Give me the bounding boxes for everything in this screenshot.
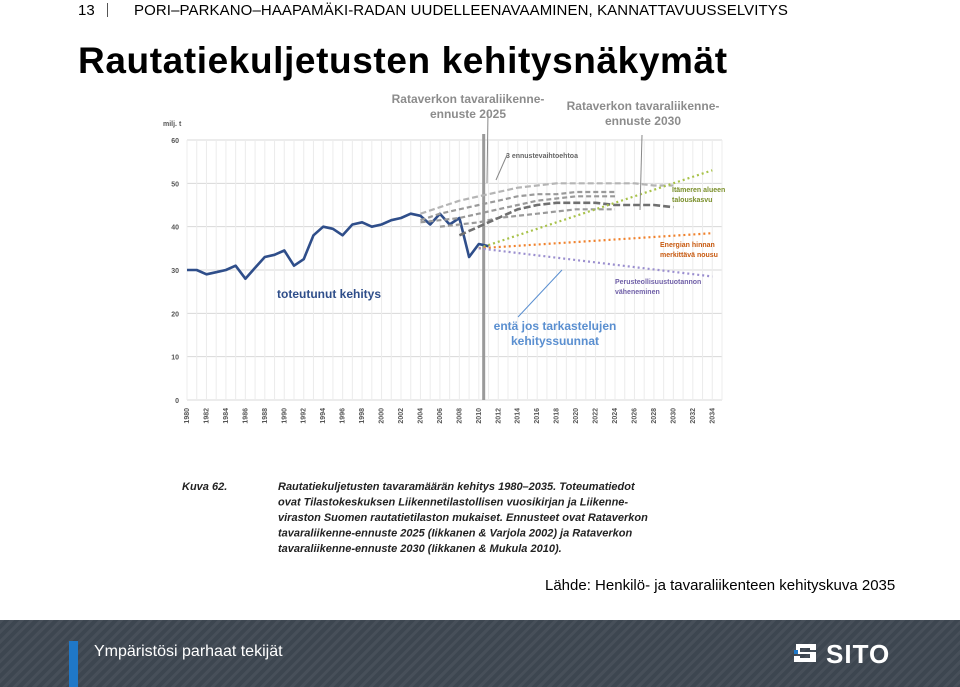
x-tick-label: 2018 (554, 408, 561, 424)
annotation-industry-decline: Perusteollisuustuotannon väheneminen (615, 279, 701, 296)
series-line-f2030_main (458, 201, 674, 237)
annotation-energy-price-line: Energian hinnan (660, 242, 715, 249)
x-tick-label: 2022 (593, 408, 600, 424)
footer-slogan: Ympäristösi parhaat tekijät (94, 643, 283, 660)
x-tick-label: 1998 (359, 408, 366, 424)
y-tick-label: 50 (171, 181, 179, 188)
x-tick-label: 1984 (223, 408, 230, 424)
x-tick-label: 2012 (495, 408, 502, 424)
y-tick-label: 10 (171, 355, 179, 362)
x-tick-label: 1988 (262, 408, 269, 424)
annotation-forecast-2025-line: ennuste 2025 (430, 107, 506, 121)
x-tick-label: 1996 (340, 408, 347, 424)
series-line-orange (478, 232, 713, 250)
x-tick-label: 2008 (456, 408, 463, 424)
annotation-continued-trend-line: entä jos tarkastelujen (494, 319, 617, 333)
x-tick-label: 1982 (203, 408, 210, 424)
header-divider (107, 3, 108, 17)
x-tick-label: 2004 (417, 408, 424, 424)
annotation-continued-trend: entä jos tarkastelujen kehityssuunnat (494, 319, 617, 348)
y-unit-label: milj. t (163, 121, 182, 128)
header: 13 PORI–PARKANO–HAAPAMÄKI-RADAN UUDELLEE… (0, 0, 960, 22)
report-title: PORI–PARKANO–HAAPAMÄKI-RADAN UUDELLEENAV… (134, 2, 788, 19)
x-tick-label: 1980 (184, 408, 191, 424)
series-line-purple (478, 247, 713, 278)
x-tick-label: 2034 (709, 408, 716, 424)
x-tick-label: 1990 (281, 408, 288, 424)
annotation-continued-trend-line: kehityssuunnat (511, 334, 599, 348)
annotation-three-options-line: 3 ennustevaihtoehtoa (506, 153, 578, 160)
annotation-baltic-growth-line: Itämeren alueen (672, 187, 725, 194)
arrow-three-options (495, 154, 508, 181)
sito-logo-icon (794, 644, 816, 662)
figure-caption: Kuva 62. Rautatiekuljetusten tavaramäärän… (182, 481, 648, 555)
arrow-continued-trend (517, 269, 563, 318)
caption-line: tavaraliikenne-ennuste 2030 (Iikkanen & … (278, 543, 562, 555)
annotation-baltic-growth-line: talouskasvu (672, 197, 712, 204)
series-line-f2025_a (420, 190, 615, 222)
annotation-forecast-2030: Rataverkon tavaraliikenne-ennuste 2030 (567, 99, 720, 128)
x-tick-label: 2024 (612, 408, 619, 424)
y-tick-label: 40 (171, 225, 179, 232)
series-line-green (478, 169, 713, 250)
x-tick-label: 2032 (690, 408, 697, 424)
x-tick-label: 2026 (631, 408, 638, 424)
annotation-forecast-2030-line: Rataverkon tavaraliikenne- (567, 99, 720, 113)
x-axis: 1980 1982 1984 1986 1988 1990 1992 1994 1996 1998… (184, 408, 716, 424)
x-tick-label: 2000 (379, 408, 386, 424)
annotation-energy-price: Energian hinnan merkittävä nousu (660, 242, 718, 259)
chart-grid (186, 139, 723, 401)
chart-series (187, 134, 713, 400)
x-tick-label: 2002 (398, 408, 405, 424)
source-note: Lähde: Henkilö- ja tavaraliikenteen kehi… (545, 577, 896, 594)
x-tick-label: 2028 (651, 408, 658, 424)
series-line-f2025_b (420, 195, 615, 224)
annotation-three-options: 3 ennustevaihtoehtoa (506, 153, 578, 160)
caption-line: tavaraliikenne-ennuste 2025 (Iikkanen & … (278, 528, 632, 540)
page-number: 13 (78, 2, 95, 19)
x-tick-label: 2016 (534, 408, 541, 424)
annotation-forecast-2025: Rataverkon tavaraliikenne-ennuste 2025 (392, 92, 545, 121)
footer: Ympäristösi parhaat tekijät SITO (0, 620, 960, 687)
annotation-forecast-2030-line: ennuste 2030 (605, 114, 681, 128)
y-tick-label: 0 (175, 398, 179, 405)
caption-line: viraston Suomen rautatietilaston mukaise… (278, 512, 648, 524)
caption-line: Rautatiekuljetusten tavaramäärän kehitys… (278, 481, 636, 493)
x-tick-label: 1992 (301, 408, 308, 424)
x-tick-label: 2010 (476, 408, 483, 424)
footer-accent-bar (69, 641, 78, 687)
annotation-actual-development-line: toteutunut kehitys (277, 287, 381, 301)
chart-annotations: Rataverkon tavaraliikenne-ennuste 2025Ra… (277, 92, 725, 348)
y-tick-label: 60 (171, 138, 179, 145)
y-axis: 0 10 20 30 40 50 60 milj. t (163, 121, 182, 405)
arrow-forecast-2025 (486, 111, 489, 184)
x-tick-label: 1986 (242, 408, 249, 424)
y-tick-label: 20 (171, 311, 179, 318)
series-line-f2025_c (439, 208, 615, 228)
caption-label: Kuva 62. (182, 481, 227, 493)
slide-title: Rautatiekuljetusten kehitysnäkymät (78, 40, 728, 81)
series-line-f2030_upper (420, 182, 674, 215)
x-tick-label: 2020 (573, 408, 580, 424)
annotation-baltic-growth: Itämeren alueen talouskasvu (672, 187, 725, 204)
annotation-actual-development: toteutunut kehitys (277, 287, 381, 301)
y-tick-label: 30 (171, 268, 179, 275)
arrow-forecast-2030 (639, 134, 643, 211)
annotation-industry-decline-line: väheneminen (615, 289, 660, 296)
annotation-energy-price-line: merkittävä nousu (660, 252, 718, 259)
x-tick-label: 2006 (437, 408, 444, 424)
x-tick-label: 2014 (515, 408, 522, 424)
x-tick-label: 1994 (320, 408, 327, 424)
x-tick-label: 2030 (670, 408, 677, 424)
sito-logo-text: SITO (826, 639, 891, 669)
caption-line: ovat Tilastokeskuksen Liikennetilastolli… (278, 497, 628, 509)
annotation-forecast-2025-line: Rataverkon tavaraliikenne- (392, 92, 545, 106)
series-line-actual (187, 212, 489, 280)
annotation-industry-decline-line: Perusteollisuustuotannon (615, 279, 701, 286)
